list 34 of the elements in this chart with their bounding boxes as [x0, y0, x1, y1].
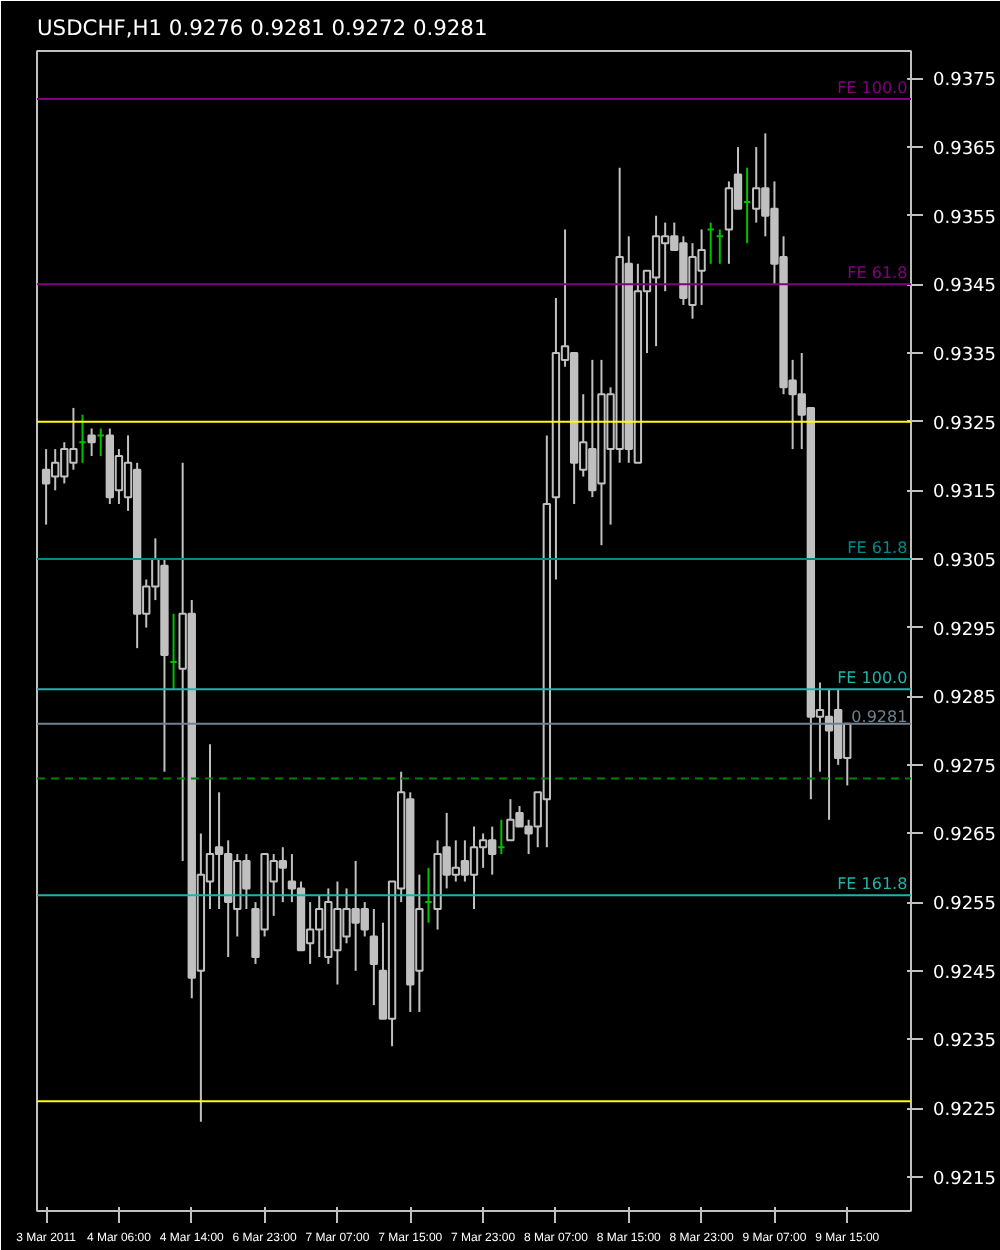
candlestick	[87, 427, 96, 457]
y-tick-label: 0.9345	[933, 277, 996, 298]
y-tick-label: 0.9295	[933, 620, 996, 641]
y-tick-label: 0.9245	[933, 963, 996, 984]
y-tick-label: 0.9235	[933, 1032, 996, 1053]
y-tick-label: 0.9355	[933, 208, 996, 229]
candlestick	[278, 846, 287, 904]
ref-line-label: FE 100.0	[837, 669, 908, 688]
candlestick	[724, 180, 734, 265]
y-tick-label: 0.9375	[933, 71, 996, 92]
y-tick-label: 0.9285	[933, 689, 996, 710]
candlestick	[41, 448, 51, 526]
y-tick-label: 0.9315	[933, 483, 996, 504]
candlestick	[478, 832, 488, 869]
ref-line-label: FE 61.8	[847, 538, 908, 557]
ref-line-label: FE 61.8	[847, 264, 908, 283]
y-tick-label: 0.9365	[933, 140, 996, 161]
y-tick-label: 0.9325	[933, 414, 996, 435]
chart-title: USDCHF,H1 0.9276 0.9281 0.9272 0.9281	[37, 15, 488, 41]
y-tick-label: 0.9215	[933, 1169, 996, 1190]
candlestick	[651, 214, 661, 348]
y-tick-label: 0.9225	[933, 1101, 996, 1122]
candlestick	[469, 825, 479, 910]
ref-line-label: FE 161.8	[837, 875, 908, 894]
y-tick-label: 0.9335	[933, 346, 996, 367]
candlestick	[460, 839, 470, 883]
y-tick-label: 0.9265	[933, 826, 996, 847]
y-tick-label: 0.9255	[933, 895, 996, 916]
ref-line-label: 0.9281	[851, 707, 908, 726]
y-tick-label: 0.9305	[933, 551, 996, 572]
y-tick-label: 0.9275	[933, 757, 996, 778]
ref-line-label: FE 100.0	[837, 79, 908, 98]
candlestick	[369, 907, 379, 1007]
candlestick	[214, 791, 224, 910]
